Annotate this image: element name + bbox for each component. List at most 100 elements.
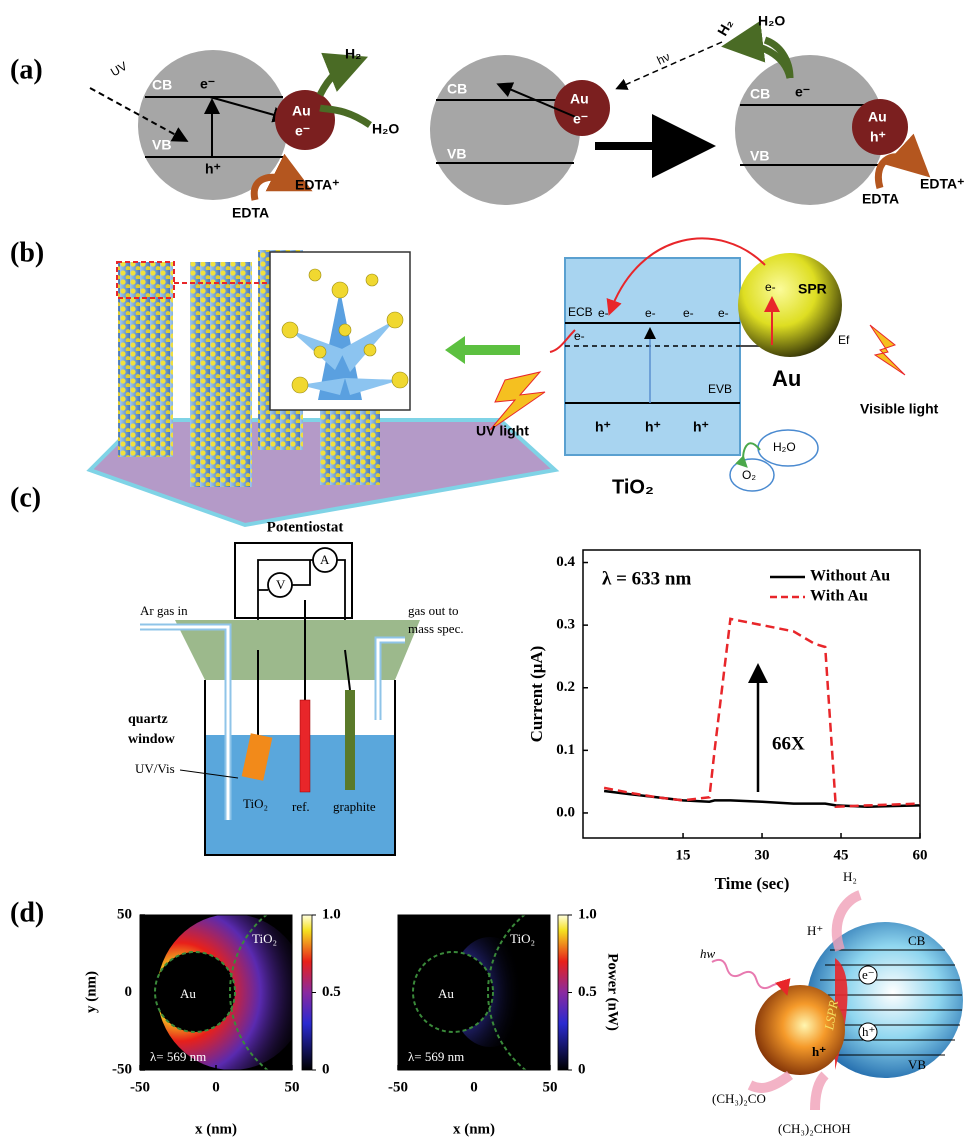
au-particle: [738, 253, 842, 357]
annotation: Au: [438, 986, 454, 1001]
label: UV: [108, 59, 129, 79]
x-tick-label: 30: [755, 847, 770, 863]
label: UV/Vis: [135, 761, 175, 776]
label: Au: [772, 366, 801, 391]
label: mass spec.: [408, 621, 464, 636]
label: O₂: [742, 468, 756, 482]
label: H₂O: [372, 121, 399, 137]
au-sphere: [275, 90, 335, 150]
nanorod: [118, 262, 173, 457]
label: e-: [718, 306, 729, 320]
label: e-: [574, 329, 585, 343]
label: e-: [765, 280, 776, 294]
y-tick-label: 0.1: [556, 742, 575, 758]
colorbar-tick-label: 0: [578, 1061, 586, 1077]
heatmap-image: [140, 915, 292, 1070]
annotation: λ = 633 nm: [602, 568, 691, 589]
y-axis-label: y (nm): [83, 971, 99, 1013]
label: h⁺: [862, 1024, 875, 1039]
label: (CH₃)₂CHOH: [778, 1121, 851, 1136]
label: LSPR: [821, 999, 841, 1032]
label: V: [276, 577, 286, 592]
label: e⁻: [295, 123, 310, 139]
label: hw: [700, 946, 716, 961]
label: H⁺: [807, 923, 823, 938]
label: h⁺: [595, 419, 611, 435]
x-tick-label: 15: [676, 847, 691, 863]
colorbar-tick-label: 0.5: [578, 984, 597, 1000]
panel-label: (d): [10, 897, 44, 928]
tio2-band: [564, 257, 741, 456]
label: h⁺: [870, 129, 886, 145]
series-line: [603, 617, 921, 808]
plot-frame: [582, 549, 921, 839]
annotation: λ= 569 nm: [408, 1049, 464, 1064]
y-tick-label: 0.3: [556, 617, 575, 633]
y-tick-label: 0.0: [556, 804, 575, 820]
y-tick-label: 0.4: [556, 554, 575, 570]
annotation: TiO₂: [252, 931, 277, 946]
label: ECB: [568, 305, 593, 319]
y-tick-label: 0: [125, 984, 133, 1000]
panel-d-diagram: hw H₂ H⁺ CB e⁻ LSPR h⁺ h⁺ VB (CH₃)₂CO (C…: [700, 869, 963, 1136]
label: H₂O: [758, 13, 785, 29]
colorbar-tick-label: 0.5: [322, 984, 341, 1000]
label: VB: [447, 146, 466, 162]
panel-c-setup: Potentiostat A V Ar gas in gas out to ma…: [128, 519, 464, 856]
legend-label: Without Au: [810, 568, 890, 585]
label: CB: [750, 86, 770, 102]
annotation: 66X: [772, 733, 805, 754]
label: graphite: [333, 799, 376, 814]
label: H₂: [345, 46, 361, 62]
label: quartz: [128, 712, 168, 727]
y-tick-label: 0.2: [556, 679, 575, 695]
colorbar-tick-label: 1.0: [322, 906, 341, 922]
panel-label: (b): [10, 237, 44, 268]
label: hν: [655, 50, 672, 68]
label: H₂: [714, 16, 736, 38]
label: Ef: [838, 333, 850, 347]
label: Au: [292, 103, 311, 119]
label: EDTA: [862, 191, 899, 207]
label: TiO₂: [612, 476, 654, 498]
colorbar-tick-label: 0: [322, 1061, 330, 1077]
label: CB: [152, 77, 172, 93]
y-tick-label: 50: [117, 906, 132, 922]
panel-a: UV CB VB e⁻ h⁺ Au e⁻ H₂ H₂O EDTA⁺ EDTA C…: [89, 13, 964, 221]
label: VB: [908, 1057, 926, 1072]
y-axis-label: Current (μA): [527, 646, 546, 743]
y-tick-label: -50: [112, 1061, 132, 1077]
annotation: Au: [180, 986, 196, 1001]
label: h⁺: [812, 1044, 826, 1059]
label: EVB: [708, 382, 732, 396]
heatmap-image: [398, 915, 550, 1070]
colorbar-label: Power (nW): [605, 953, 621, 1031]
label: h⁺: [645, 419, 661, 435]
label: e⁻: [200, 76, 215, 92]
label: Au: [570, 91, 589, 107]
nanorod: [190, 262, 252, 487]
label: e⁻: [573, 111, 588, 127]
x-axis-label: Time (sec): [715, 874, 790, 893]
x-tick-label: 50: [543, 1079, 558, 1095]
label: H₂: [843, 869, 857, 884]
label: SPR: [798, 281, 827, 297]
label: EDTA⁺: [295, 177, 339, 193]
colorbar: [301, 914, 313, 1071]
label: e⁻: [795, 84, 810, 100]
legend-label: With Au: [810, 588, 868, 605]
label: EDTA: [232, 205, 269, 221]
annotation: TiO₂: [510, 931, 535, 946]
label: A: [320, 552, 330, 567]
label: e⁻: [862, 967, 875, 982]
label: VB: [750, 148, 769, 164]
x-tick-label: 0: [212, 1079, 220, 1095]
label: e-: [645, 306, 656, 320]
label: TiO₂: [243, 796, 268, 811]
label: ref.: [292, 799, 310, 814]
x-tick-label: 0: [470, 1079, 478, 1095]
x-tick-label: 50: [285, 1079, 300, 1095]
x-axis-label: x (nm): [195, 1121, 237, 1137]
colorbar: [557, 914, 569, 1071]
